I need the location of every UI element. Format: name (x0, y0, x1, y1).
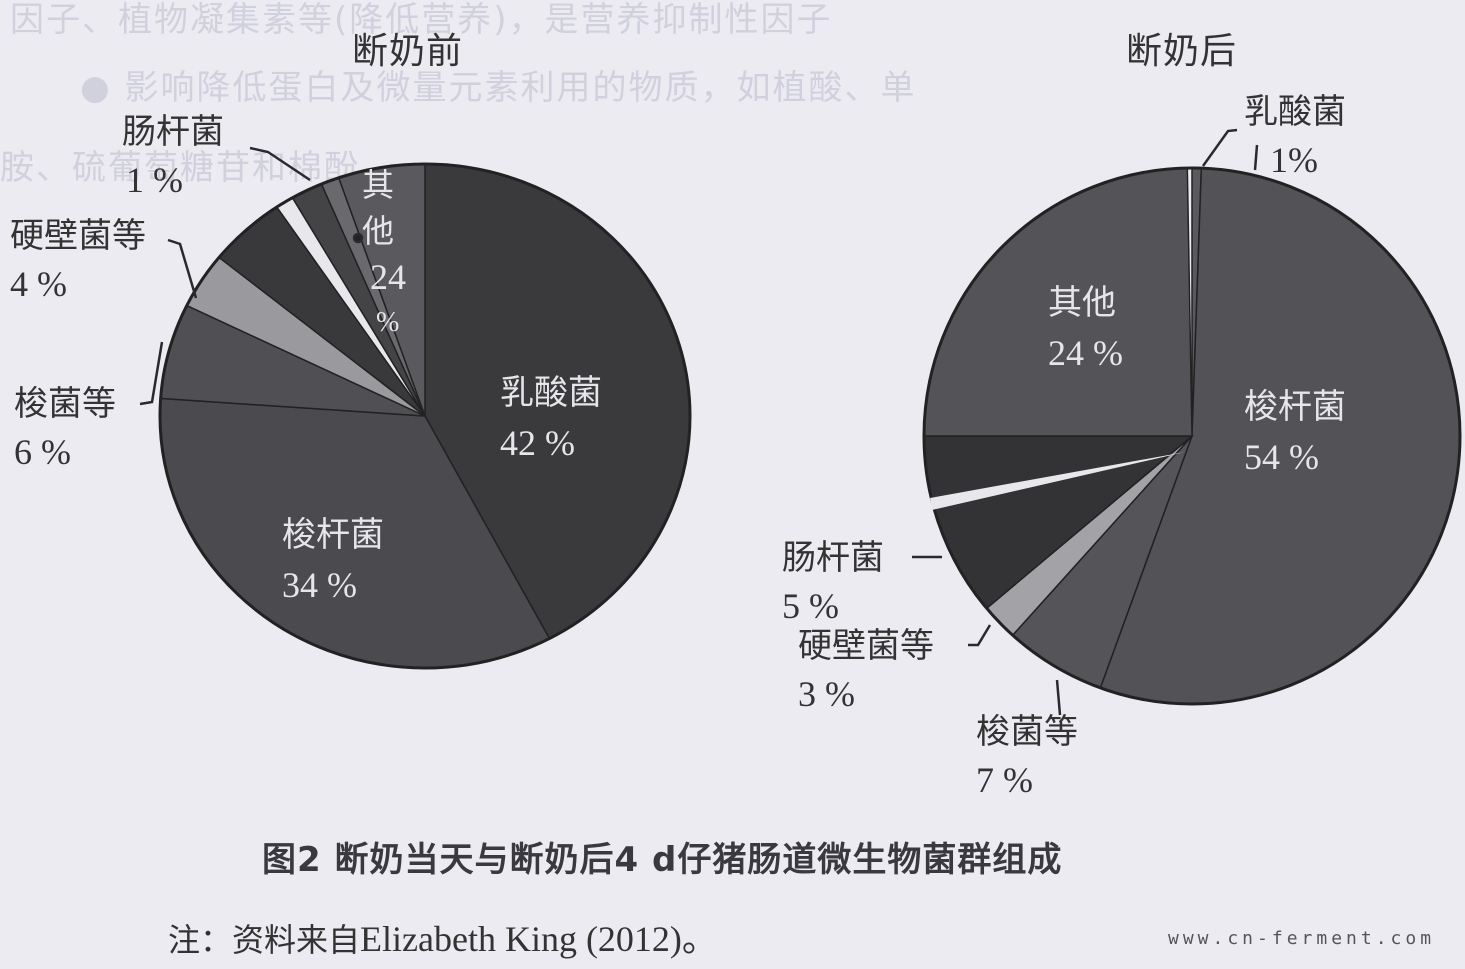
label-enterobacter-after: 肠杆菌 5 % (782, 538, 884, 626)
chart-title-after-weaning: 断奶后 (1126, 31, 1238, 72)
label-firmicutes-after: 硬壁菌等 3 % (798, 626, 934, 714)
label-clostridium-after: 梭菌等 7 % (976, 712, 1078, 800)
label-fusobacterium-before: 梭杆菌 34 % (282, 515, 384, 605)
label-other-before: 其 他 24 % (362, 166, 406, 338)
leader-lines-right (912, 128, 1259, 716)
pie-chart-before-weaning (158, 162, 692, 670)
pie-slice-stripe (930, 452, 1185, 510)
leader-lines-left (139, 146, 364, 406)
pie-outline (158, 162, 692, 670)
label-fusobacterium-after: 梭杆菌 54 % (1244, 387, 1346, 477)
chart-title-before-weaning: 断奶前 (352, 31, 464, 72)
note-prefix: 注：资料来自 (168, 921, 361, 959)
pie-outline (922, 166, 1462, 706)
watermark: www.cn-ferment.com (1168, 928, 1436, 949)
background-bleed-text: ● 影响降低蛋白及微量元素利用的物质，如植酸、单 (80, 68, 917, 108)
label-firmicutes-before: 硬壁菌等 4 % (10, 216, 146, 304)
label-enterobacter-before: 肠杆菌 1 % (122, 112, 224, 200)
label-other-after: 其他 24 % (1048, 283, 1123, 373)
label-lactobacillus-after: 乳酸菌 1% (1244, 92, 1346, 180)
label-clostridium-before: 梭菌等 6 % (14, 384, 116, 472)
background-bleed-text: 因子、植物凝集素等(降低营养)，是营养抑制性因子 (10, 0, 833, 40)
label-lactobacillus-before: 乳酸菌 42 % (500, 373, 602, 463)
figure-note: 注：资料来自Elizabeth King (2012)。 (168, 910, 718, 962)
pie-chart-after-weaning (922, 166, 1462, 706)
figure-caption: 图2 断奶当天与断奶后4 d仔猪肠道微生物菌群组成 (262, 840, 1063, 880)
note-source: Elizabeth King (2012)。 (360, 919, 718, 959)
